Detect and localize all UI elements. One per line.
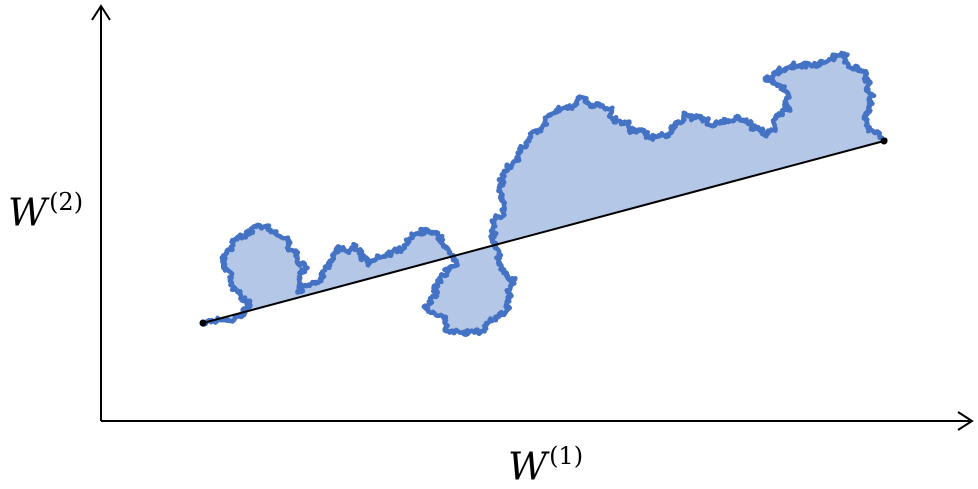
end-point: [880, 137, 888, 145]
axes: [91, 4, 974, 431]
chord-line: [202, 140, 885, 324]
signed-area-fill: [203, 52, 886, 335]
y-axis-label: W(2): [8, 188, 84, 235]
brownian-path: [200, 50, 888, 338]
arrow-up-icon: [91, 4, 111, 21]
arrow-right-icon: [957, 411, 974, 431]
x-axis-label: W(1): [508, 442, 584, 489]
start-point: [199, 319, 207, 327]
